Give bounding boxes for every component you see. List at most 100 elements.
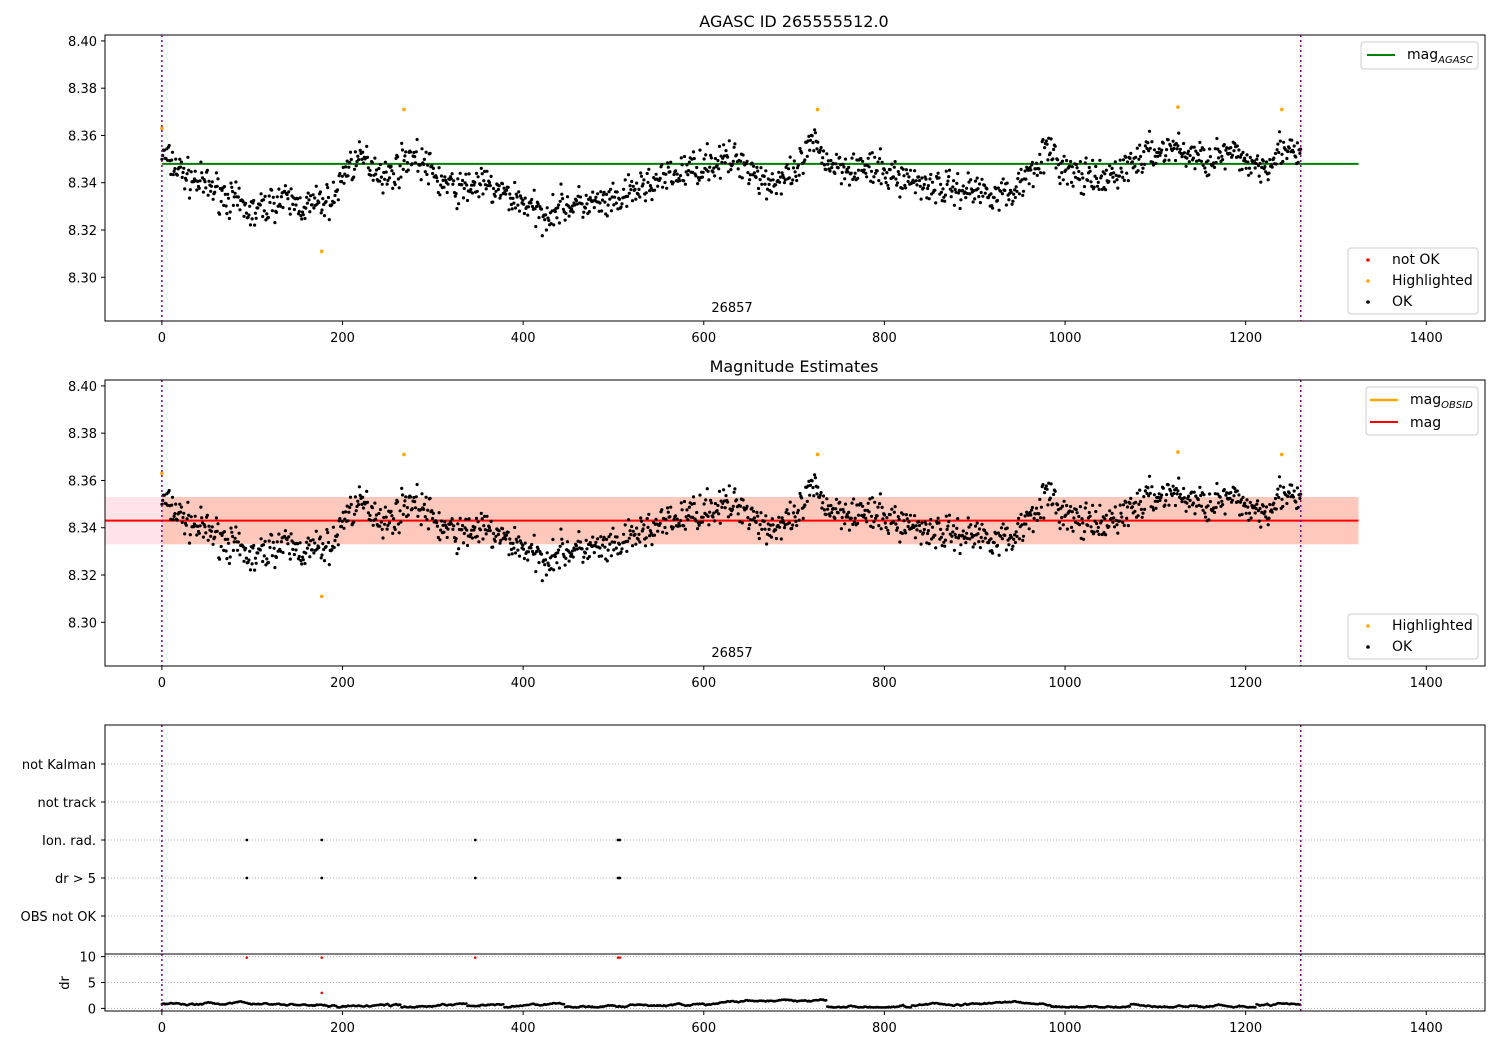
panel-title: Magnitude Estimates [710, 357, 879, 376]
data-point [1004, 203, 1009, 207]
data-point [787, 176, 792, 180]
data-point [170, 503, 174, 507]
data-point [307, 543, 311, 547]
data-point [272, 201, 276, 205]
data-point [756, 531, 761, 536]
data-point [738, 175, 742, 179]
data-point [1133, 509, 1137, 513]
data-point [1161, 141, 1165, 145]
data-point [679, 501, 683, 505]
data-point [760, 182, 764, 186]
data-point [752, 171, 757, 175]
data-point [722, 488, 726, 492]
data-point [273, 566, 277, 570]
dr-outlier [320, 956, 324, 959]
data-point [571, 210, 575, 214]
data-point [368, 513, 372, 518]
data-point [617, 197, 622, 201]
data-point [604, 537, 609, 542]
data-point [740, 176, 744, 180]
data-point [1173, 158, 1178, 163]
data-point [1277, 150, 1281, 155]
data-point [261, 543, 266, 547]
data-point [482, 524, 486, 528]
data-point [543, 218, 547, 222]
data-point [279, 549, 283, 553]
data-point [414, 150, 418, 154]
data-point [695, 510, 699, 515]
data-point [757, 536, 761, 541]
data-point [485, 514, 489, 518]
data-point [1068, 509, 1072, 513]
data-point [345, 504, 349, 508]
data-point [1165, 493, 1169, 497]
data-point [767, 527, 771, 532]
data-point [788, 500, 792, 504]
data-point [829, 158, 833, 163]
data-point [943, 544, 947, 548]
data-point [711, 170, 715, 174]
data-point [610, 540, 614, 544]
data-point [326, 531, 330, 535]
data-point [939, 182, 943, 186]
data-point [1159, 151, 1163, 155]
data-point [634, 542, 638, 546]
data-point [989, 537, 993, 541]
data-point [491, 531, 496, 536]
data-point [709, 156, 714, 160]
data-point [839, 163, 843, 167]
data-point [1214, 160, 1218, 165]
axes: 8.308.328.348.368.388.400 200 400 600 800 100… [68, 35, 1443, 346]
dr-point [562, 1002, 566, 1006]
data-point [819, 145, 823, 150]
data-point [763, 182, 767, 186]
legend-label: magAGASC [1407, 47, 1473, 66]
data-point [918, 529, 922, 533]
data-point [286, 542, 290, 546]
data-point [985, 187, 989, 191]
data-point [204, 186, 208, 190]
data-point [914, 179, 918, 183]
data-point [880, 505, 884, 509]
data-point [425, 517, 429, 522]
data-point [891, 520, 896, 524]
data-point [460, 183, 464, 187]
data-point [952, 524, 956, 528]
data-point [1253, 511, 1257, 515]
data-point [385, 182, 389, 186]
data-point [658, 176, 662, 180]
data-point [1107, 524, 1111, 529]
data-point [838, 155, 842, 159]
data-point [600, 543, 605, 547]
data-point [374, 168, 379, 172]
data-point [745, 504, 749, 508]
data-point [820, 161, 824, 165]
data-point [722, 143, 726, 147]
data-point [929, 517, 933, 522]
data-point [509, 547, 513, 552]
data-point [457, 202, 461, 206]
data-point [160, 157, 164, 161]
data-point [949, 540, 953, 544]
data-point [824, 513, 828, 517]
data-point [544, 573, 549, 577]
data-point [649, 531, 653, 535]
data-point [529, 201, 533, 205]
y-tick-label: 8.32 [68, 569, 97, 584]
data-point [847, 183, 852, 187]
data-point [811, 486, 815, 490]
data-point [611, 526, 615, 530]
data-point [1182, 496, 1186, 500]
data-point [348, 505, 352, 510]
data-point [619, 205, 623, 209]
data-point [892, 165, 896, 169]
data-point [479, 511, 483, 515]
data-point [1027, 182, 1031, 186]
data-point [808, 138, 813, 142]
data-point [458, 171, 462, 175]
data-point [1281, 159, 1285, 164]
data-point [439, 174, 444, 178]
data-point [934, 201, 938, 205]
data-point [821, 149, 826, 153]
data-point [865, 520, 869, 524]
